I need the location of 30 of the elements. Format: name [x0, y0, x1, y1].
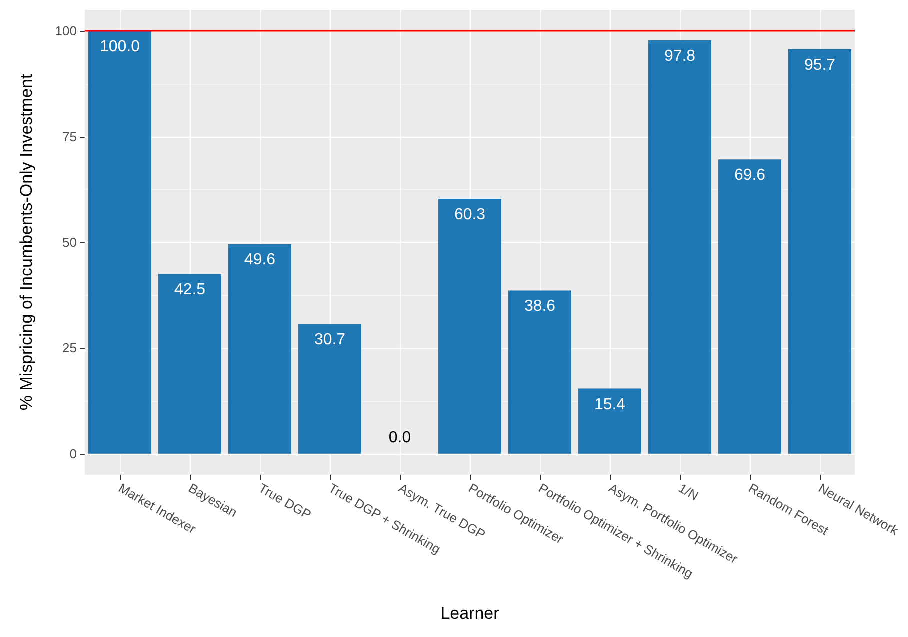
- bar: [438, 198, 502, 454]
- data-label: 30.7: [314, 332, 346, 349]
- bar: [298, 324, 362, 454]
- data-label: 97.8: [664, 48, 696, 65]
- bar: [648, 40, 712, 454]
- data-label: 69.6: [734, 167, 766, 184]
- bar: [158, 274, 222, 454]
- bar: [88, 31, 152, 454]
- data-label: 0.0: [388, 429, 412, 446]
- x-tick-label: 1/N: [676, 480, 702, 504]
- bar: [718, 160, 782, 454]
- x-tick-label: True DGP: [256, 480, 314, 522]
- bar: [228, 244, 292, 454]
- bar: [788, 49, 852, 454]
- data-label: 38.6: [524, 298, 556, 316]
- data-label: 15.4: [594, 396, 626, 414]
- x-axis-title: Learner: [440, 604, 500, 623]
- y-tick-label: 0: [70, 446, 77, 462]
- y-tick-label: 75: [62, 129, 77, 144]
- data-label: 42.5: [174, 282, 206, 299]
- data-label: 49.6: [244, 252, 276, 269]
- y-tick-label: 25: [62, 340, 77, 356]
- data-label: 60.3: [454, 206, 486, 224]
- bar: [578, 388, 642, 454]
- y-tick-label: 100: [55, 24, 77, 39]
- y-tick-label: 50: [62, 235, 77, 250]
- y-axis-title: % Mispricing of Incumbents-Only Investment: [17, 74, 36, 411]
- bar: [508, 290, 572, 454]
- data-label: 95.7: [804, 56, 836, 74]
- data-label: 100.0: [100, 38, 140, 56]
